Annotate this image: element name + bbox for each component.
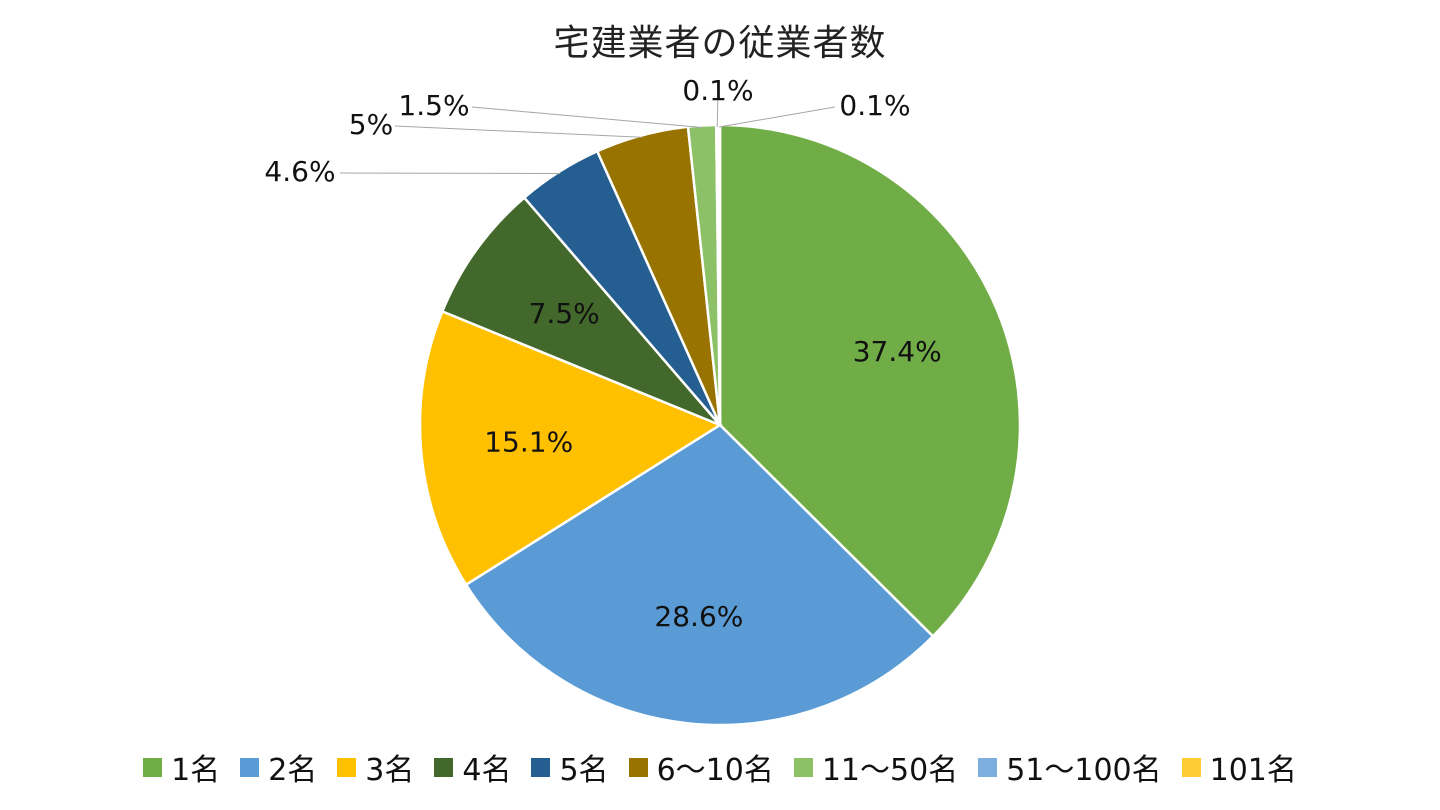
data-label: 0.1%	[839, 89, 910, 122]
legend-item: 4名	[434, 745, 511, 789]
pie-slice	[440, 195, 721, 427]
pie-slice	[464, 423, 935, 727]
legend-swatch	[1181, 757, 1201, 777]
data-label: 7.5%	[529, 297, 600, 330]
legend-item: 11～50名	[793, 745, 959, 789]
data-label: 37.4%	[853, 335, 942, 368]
legend-swatch	[337, 757, 357, 777]
legend: 1名 2名 3名 4名 5名 6～10名 11～50名 51～100名 101名	[0, 745, 1440, 789]
legend-swatch	[531, 757, 551, 777]
legend-label: 101名	[1209, 753, 1297, 788]
legend-label: 3名	[365, 753, 415, 788]
legend-swatch	[434, 757, 454, 777]
legend-item: 2名	[240, 745, 317, 789]
legend-label: 1名	[171, 753, 221, 788]
legend-label: 51～100名	[1006, 753, 1162, 788]
data-label: 5%	[349, 108, 393, 141]
legend-swatch	[793, 757, 813, 777]
legend-label: 4名	[462, 753, 512, 788]
legend-label: 11～50名	[821, 753, 959, 788]
legend-item: 6～10名	[628, 745, 774, 789]
legend-swatch	[240, 757, 260, 777]
legend-item: 5名	[531, 745, 609, 789]
pie-slice	[718, 123, 1022, 639]
legend-swatch	[143, 757, 163, 777]
legend-label: 2名	[268, 753, 318, 788]
legend-label: 5名	[559, 753, 609, 788]
leader-line	[716, 91, 719, 128]
legend-item: 3名	[337, 745, 414, 789]
data-label: 1.5%	[398, 89, 469, 122]
legend-item: 101名	[1181, 745, 1297, 789]
data-label: 28.6%	[654, 600, 743, 633]
data-label: 4.6%	[264, 155, 335, 188]
leader-line	[339, 172, 561, 174]
leader-line	[394, 125, 643, 138]
legend-label: 6～10名	[656, 753, 774, 788]
legend-swatch	[628, 757, 648, 777]
legend-item: 51～100名	[978, 745, 1162, 789]
legend-item: 1名	[143, 745, 220, 789]
legend-swatch	[978, 757, 998, 777]
data-label: 0.1%	[682, 74, 753, 107]
pie-slice	[418, 309, 723, 587]
chart-title: 宅建業者の従業者数	[553, 23, 887, 64]
leader-line	[719, 106, 836, 128]
pie-slice	[716, 123, 722, 426]
data-label: 15.1%	[484, 426, 573, 459]
leader-line	[471, 106, 703, 128]
